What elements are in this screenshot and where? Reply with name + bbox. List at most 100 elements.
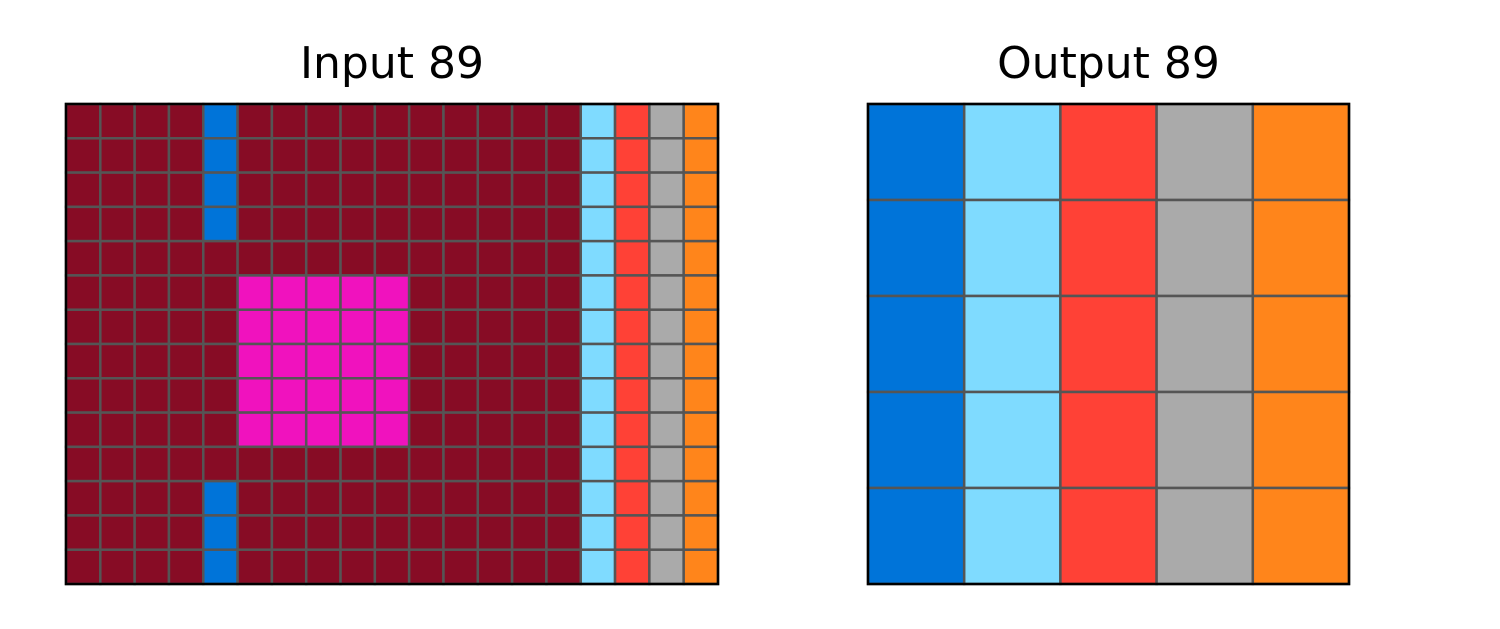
- grid-cell: [64, 445, 102, 483]
- grid-cell: [510, 308, 548, 346]
- grid-cell: [648, 548, 685, 586]
- grid-cell: [99, 479, 136, 517]
- grid-cell: [682, 548, 720, 586]
- grid-cell: [236, 274, 274, 311]
- grid-cell: [167, 342, 205, 380]
- grid-cell: [545, 171, 582, 209]
- grid-cell: [133, 479, 171, 517]
- grid-cell: [99, 342, 136, 380]
- grid-cell: [648, 445, 685, 483]
- grid-cell: [613, 308, 651, 346]
- grid-cell: [133, 171, 171, 209]
- grid-cell: [304, 514, 342, 551]
- input-grid: [64, 102, 720, 586]
- grid-cell: [579, 137, 617, 174]
- grid-cell: [167, 137, 205, 174]
- grid-cell: [167, 479, 205, 517]
- grid-cell: [64, 514, 102, 551]
- grid-cell: [648, 377, 685, 414]
- grid-cell: [339, 102, 377, 140]
- grid-cell: [442, 239, 480, 277]
- grid-cell: [339, 308, 377, 346]
- grid-cell: [167, 514, 205, 551]
- grid-cell: [407, 411, 445, 449]
- grid-cell: [510, 171, 548, 209]
- grid-cell: [202, 171, 239, 209]
- grid-border: [866, 102, 1351, 586]
- grid-cell: [339, 411, 377, 449]
- grid-cell: [339, 445, 377, 483]
- grid-cell: [64, 548, 102, 586]
- grid-cell: [339, 377, 377, 414]
- grid-cell: [682, 205, 720, 243]
- grid-cell: [442, 479, 480, 517]
- grid-cell: [99, 239, 136, 277]
- grid-cell: [99, 445, 136, 483]
- grid-cell: [304, 239, 342, 277]
- grid-cell: [167, 205, 205, 243]
- grid-cell: [1155, 294, 1255, 394]
- grid-cell: [613, 102, 651, 140]
- grid-cell: [99, 377, 136, 414]
- grid-cell: [1251, 198, 1351, 298]
- grid-cell: [270, 514, 308, 551]
- grid-cell: [962, 390, 1062, 490]
- grid-cell: [510, 205, 548, 243]
- grid-cell: [682, 514, 720, 551]
- grid-cell: [339, 171, 377, 209]
- grid-cell: [545, 137, 582, 174]
- grid-cell: [613, 274, 651, 311]
- grid-cell: [270, 137, 308, 174]
- grid-cell: [510, 274, 548, 311]
- grid-cell: [304, 445, 342, 483]
- grid-cell: [64, 274, 102, 311]
- grid-cell: [167, 377, 205, 414]
- grid-cell: [167, 171, 205, 209]
- grid-cell: [866, 486, 966, 586]
- grid-cell: [442, 377, 480, 414]
- grid-cell: [613, 445, 651, 483]
- grid-cell: [866, 198, 966, 298]
- grid-cell: [373, 479, 411, 517]
- grid-cell: [648, 308, 685, 346]
- grid-cell: [962, 486, 1062, 586]
- grid-cell: [510, 342, 548, 380]
- grid-cell: [476, 411, 514, 449]
- grid-cell: [476, 102, 514, 140]
- grid-cell: [442, 342, 480, 380]
- grid-cell: [373, 102, 411, 140]
- grid-cell: [407, 171, 445, 209]
- grid-cell: [648, 102, 685, 140]
- grid-cell: [579, 308, 617, 346]
- grid-cell: [133, 514, 171, 551]
- grid-cell: [339, 548, 377, 586]
- grid-cell: [407, 102, 445, 140]
- grid-cell: [99, 411, 136, 449]
- grid-cell: [682, 239, 720, 277]
- grid-cell: [1155, 198, 1255, 298]
- grid-cell: [579, 171, 617, 209]
- grid-cell: [962, 198, 1062, 298]
- grid-cell: [510, 548, 548, 586]
- grid-cell: [167, 548, 205, 586]
- grid-cell: [579, 514, 617, 551]
- grid-cell: [442, 411, 480, 449]
- grid-cell: [133, 308, 171, 346]
- grid-cell: [545, 308, 582, 346]
- grid-cell: [476, 377, 514, 414]
- grid-cell: [1155, 102, 1255, 202]
- grid-cell: [202, 137, 239, 174]
- grid-cell: [167, 102, 205, 140]
- grid-cell: [1251, 486, 1351, 586]
- grid-cell: [1059, 390, 1158, 490]
- grid-cell: [373, 411, 411, 449]
- grid-cell: [304, 377, 342, 414]
- grid-cell: [202, 342, 239, 380]
- grid-cell: [167, 445, 205, 483]
- grid-cell: [579, 239, 617, 277]
- grid-cell: [270, 239, 308, 277]
- grid-cell: [1059, 102, 1158, 202]
- grid-cell: [613, 548, 651, 586]
- grid-cell: [202, 274, 239, 311]
- grid-cell: [236, 377, 274, 414]
